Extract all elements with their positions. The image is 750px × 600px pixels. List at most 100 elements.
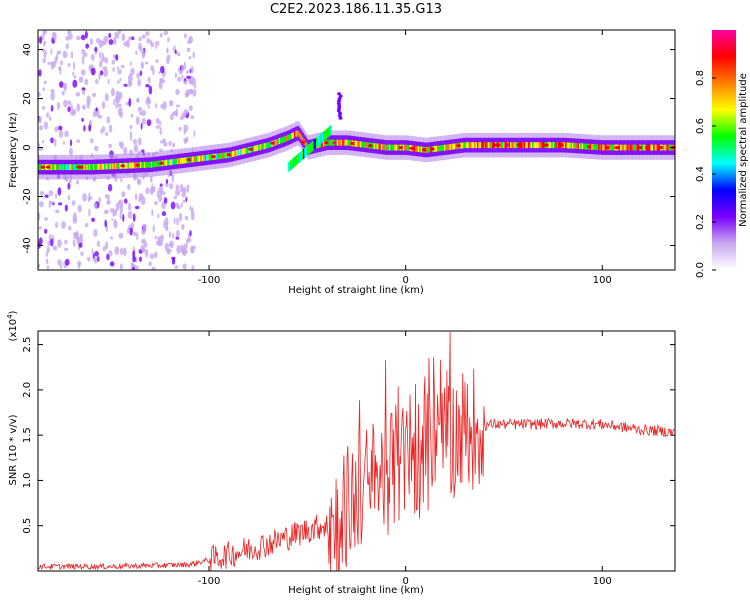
spectrogram-noise	[65, 258, 70, 266]
spectrogram-noise	[151, 183, 154, 192]
spectrogram-core	[124, 162, 127, 169]
spectrogram-core	[668, 144, 671, 151]
spectrogram-core	[153, 161, 156, 168]
spectrogram-core	[245, 147, 248, 154]
spectrogram-core	[548, 142, 551, 149]
spectrogram-core	[55, 164, 58, 171]
spectrogram-noise	[180, 202, 183, 208]
spectrogram-noise	[118, 200, 121, 205]
spectrogram-noise	[38, 263, 41, 269]
spectrogram-noise	[97, 114, 103, 119]
spectrogram-noise	[94, 145, 99, 152]
spectrogram-core	[201, 155, 204, 162]
spectrogram-core	[395, 144, 398, 151]
spectrogram-noise	[188, 105, 193, 112]
spectrogram-noise	[176, 189, 181, 197]
spectrogram-core	[386, 144, 388, 151]
spectrogram-branch	[337, 97, 342, 101]
spectrogram-noise	[67, 195, 71, 201]
spectrogram-noise	[56, 101, 61, 110]
spectrogram-noise	[168, 140, 172, 146]
spectrogram-noise	[128, 202, 132, 211]
spectrogram-core	[569, 142, 571, 149]
spectrogram-core	[504, 142, 507, 149]
snr-x-tick-label: 0	[402, 576, 408, 587]
spectrogram-core	[477, 142, 479, 149]
spectrogram-noise	[97, 256, 100, 262]
spectrogram-core	[102, 163, 105, 170]
spectrogram-core	[181, 157, 183, 164]
spectrogram-core	[610, 144, 613, 151]
spectrogram-noise	[164, 242, 169, 252]
spectrogram-noise	[162, 138, 166, 143]
spectrogram-core	[88, 164, 91, 171]
spectrogram-core	[58, 164, 61, 171]
spectrogram-core	[441, 145, 443, 151]
spectrogram-noise	[160, 104, 164, 109]
spectrogram-core	[611, 144, 614, 151]
spectrogram-branch	[337, 106, 342, 110]
spectrogram-noise	[112, 67, 115, 72]
spectrogram-core	[222, 152, 225, 159]
spectrogram-core	[510, 142, 512, 149]
spectrogram-noise	[68, 225, 72, 231]
spectrogram-noise	[155, 125, 160, 129]
spectrogram-y-label: Frequency (Hz)	[8, 112, 19, 188]
spectrogram-branch	[290, 160, 292, 170]
spectrogram-branch	[294, 156, 297, 166]
spectrogram-core	[287, 135, 289, 141]
spectrogram-noise	[90, 67, 96, 76]
spectrogram-core	[219, 153, 222, 159]
spectrogram-noise	[159, 33, 163, 38]
spectrogram-noise	[145, 187, 150, 195]
spectrogram-core	[665, 144, 668, 151]
spectrogram-branch	[308, 143, 311, 154]
spectrogram-core	[394, 144, 397, 151]
spectrogram-core	[247, 147, 249, 154]
spectrogram-noise	[108, 143, 112, 149]
spectrogram-core	[258, 144, 260, 151]
spectrogram-noise	[145, 31, 150, 36]
spectrogram-noise	[185, 136, 189, 143]
spectrogram-core	[117, 163, 120, 169]
spectrogram-core	[442, 144, 445, 151]
spectrogram-core	[83, 164, 86, 171]
spectrogram-noise	[154, 200, 158, 206]
spectrogram-noise	[158, 194, 163, 202]
spectrogram-core	[573, 142, 576, 149]
spectrogram-noise	[115, 103, 118, 109]
spectrogram-core	[581, 143, 584, 150]
spectrogram-core	[355, 140, 358, 147]
spectrogram-core	[166, 159, 168, 166]
spectrogram-noise	[156, 190, 159, 198]
spectrogram-noise	[167, 36, 170, 43]
spectrogram-core	[655, 144, 658, 151]
spectrogram-noise	[86, 100, 91, 109]
spectrogram-core	[344, 139, 347, 146]
spectrogram-noise	[109, 261, 115, 267]
spectrogram-noise	[50, 88, 55, 94]
spectrogram-core	[653, 144, 655, 151]
spectrogram-noise	[78, 242, 83, 248]
spectrogram-core	[556, 142, 559, 149]
snr-y-ticks: 0.5 1.0 1.5 2.0 2.5	[22, 337, 675, 534]
spectrogram-noise	[38, 143, 41, 147]
spectrogram-core	[90, 164, 93, 171]
spectrogram-core	[256, 145, 259, 151]
spectrogram-core	[291, 133, 293, 139]
spectrogram-noise	[107, 78, 110, 85]
spectrogram-noise	[146, 119, 152, 127]
spectrogram-noise	[131, 36, 135, 41]
colorbar-ticks: 0.0 0.2 0.4 0.6 0.8	[695, 70, 716, 278]
spectrogram-noise	[133, 144, 139, 153]
spectrogram-core	[533, 142, 536, 149]
spectrogram-noise	[130, 113, 134, 118]
spectrogram-noise	[193, 84, 197, 89]
spectrogram-core	[152, 161, 154, 168]
spectrogram-noise	[99, 70, 104, 76]
spectrogram-noise	[161, 201, 166, 210]
spectrogram-noise	[39, 36, 43, 44]
spectrogram-noise	[190, 245, 194, 254]
spectrogram-core	[388, 144, 391, 151]
spectrogram-core	[467, 142, 470, 149]
